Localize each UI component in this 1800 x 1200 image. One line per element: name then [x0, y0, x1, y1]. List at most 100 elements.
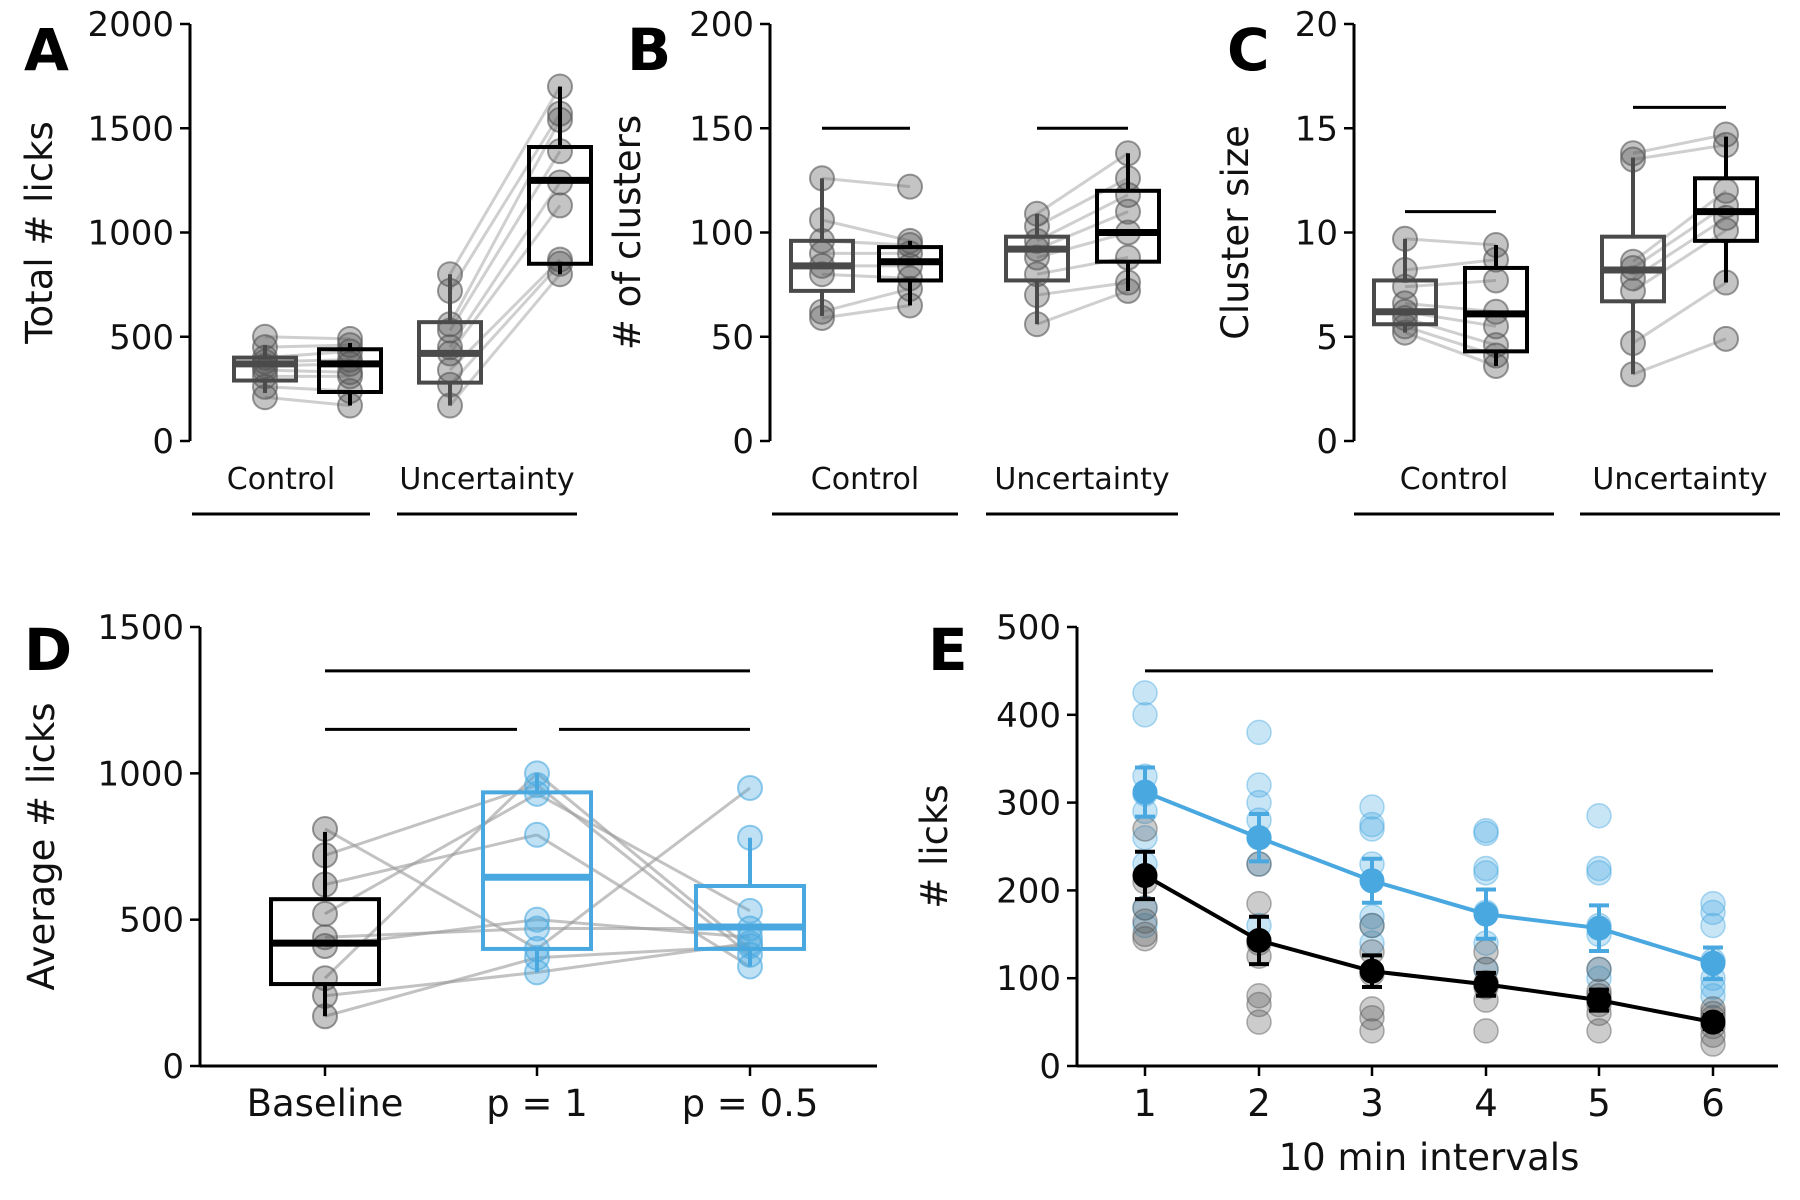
- y-tick-label: 1000: [87, 214, 174, 254]
- data-point: [1132, 702, 1158, 728]
- y-tick-label: 500: [996, 608, 1061, 648]
- pair-line: [264, 368, 351, 374]
- pair-line: [448, 85, 562, 275]
- x-axis-label: 10 min intervals: [1279, 1136, 1580, 1179]
- panel-d: 0 500 1000 1500 Average # licks D Baseline p = …: [20, 608, 877, 1125]
- data-point: [312, 900, 338, 927]
- y-axis-label: Total # licks: [18, 121, 61, 345]
- data-point: [1700, 912, 1726, 939]
- box: [317, 347, 383, 395]
- data-point: [1359, 912, 1385, 939]
- y-tick-label: 10: [1295, 214, 1338, 254]
- pair-line: [264, 395, 351, 408]
- series-line: [1144, 873, 1714, 1025]
- data-point: [1713, 325, 1739, 352]
- x-tick-label: 1: [1133, 1082, 1157, 1125]
- data-point: [1359, 1004, 1385, 1031]
- pair-line: [1632, 337, 1727, 376]
- data-point: [737, 897, 763, 924]
- data-point: [1713, 177, 1739, 204]
- data-point: [1359, 811, 1385, 838]
- y-axis-label: # of clusters: [606, 115, 649, 350]
- pair-line: [1036, 152, 1129, 215]
- pair-line: [448, 204, 562, 355]
- group-label: Control: [1400, 462, 1508, 497]
- panel-letter: A: [24, 16, 69, 84]
- pair-line: [821, 218, 911, 243]
- data-point: [1359, 1018, 1385, 1044]
- group-label: Control: [811, 462, 919, 497]
- x-category-label: Baseline: [247, 1082, 404, 1125]
- pair-line: [1404, 237, 1497, 247]
- y-tick-label: 2000: [87, 5, 174, 45]
- box: [481, 790, 593, 951]
- data-point: [1132, 680, 1158, 706]
- x-tick-label: 5: [1587, 1082, 1611, 1125]
- pair-line: [536, 786, 751, 951]
- data-point: [1132, 816, 1158, 842]
- data-point: [1246, 983, 1272, 1009]
- data-point: [1586, 956, 1612, 983]
- y-tick-label: 300: [996, 784, 1061, 824]
- pair-line: [1632, 189, 1727, 263]
- pair-line: [448, 181, 562, 349]
- pair-line: [1404, 278, 1497, 289]
- x-tick-label: 6: [1701, 1082, 1725, 1125]
- y-tick-label: 500: [109, 318, 174, 358]
- box: [232, 355, 298, 383]
- data-point: [1246, 890, 1272, 917]
- y-tick-label: 1000: [97, 754, 184, 794]
- pair-line: [536, 772, 751, 951]
- panel-c: 0 5 10 15 20 Cluster size C Control Uncertainty: [1214, 5, 1780, 516]
- pair-line: [264, 343, 351, 349]
- pair-line: [264, 335, 351, 341]
- pair-line: [1036, 281, 1129, 297]
- mean-point: [1132, 862, 1158, 888]
- data-point: [1359, 816, 1385, 842]
- data-point: [897, 173, 923, 200]
- data-point: [1586, 956, 1612, 983]
- data-point: [1473, 1018, 1499, 1044]
- y-tick-label: 500: [119, 901, 184, 941]
- y-tick-label: 5: [1316, 318, 1338, 358]
- pair-line: [324, 792, 538, 916]
- y-tick-label: 50: [711, 318, 754, 358]
- pair-line: [324, 827, 538, 951]
- data-point: [737, 774, 763, 801]
- y-tick-label: 200: [689, 5, 754, 45]
- mean-point: [1700, 1009, 1726, 1035]
- data-point: [1586, 860, 1612, 886]
- data-point: [1132, 921, 1158, 948]
- group-label: Uncertainty: [994, 462, 1169, 497]
- box: [1463, 265, 1529, 354]
- panel-letter: D: [24, 616, 72, 684]
- y-tick-label: 100: [996, 959, 1061, 999]
- y-tick-label: 20: [1295, 5, 1338, 45]
- pair-line: [1036, 193, 1129, 243]
- data-point: [1359, 794, 1385, 820]
- y-tick-label: 15: [1295, 109, 1338, 149]
- data-point: [1586, 855, 1612, 882]
- pair-line: [1036, 231, 1129, 259]
- y-tick-label: 1500: [87, 109, 174, 149]
- pair-line: [1632, 204, 1727, 270]
- pair-line: [821, 176, 911, 189]
- data-point: [1132, 912, 1158, 939]
- data-point: [1246, 719, 1272, 746]
- x-category-label: p = 1: [486, 1082, 588, 1125]
- data-point: [524, 906, 550, 933]
- pair-line: [1632, 281, 1727, 345]
- data-point: [1700, 890, 1726, 917]
- data-point: [1586, 1018, 1612, 1044]
- x-category-label: p = 0.5: [682, 1082, 819, 1125]
- pair-line: [1632, 143, 1727, 162]
- group-label: Control: [227, 462, 335, 497]
- box: [694, 884, 806, 951]
- data-point: [1473, 855, 1499, 882]
- box: [527, 145, 593, 266]
- data-point: [1473, 939, 1499, 965]
- mean-point: [1586, 987, 1612, 1013]
- mean-point: [1700, 950, 1726, 976]
- y-tick-label: 0: [152, 422, 174, 462]
